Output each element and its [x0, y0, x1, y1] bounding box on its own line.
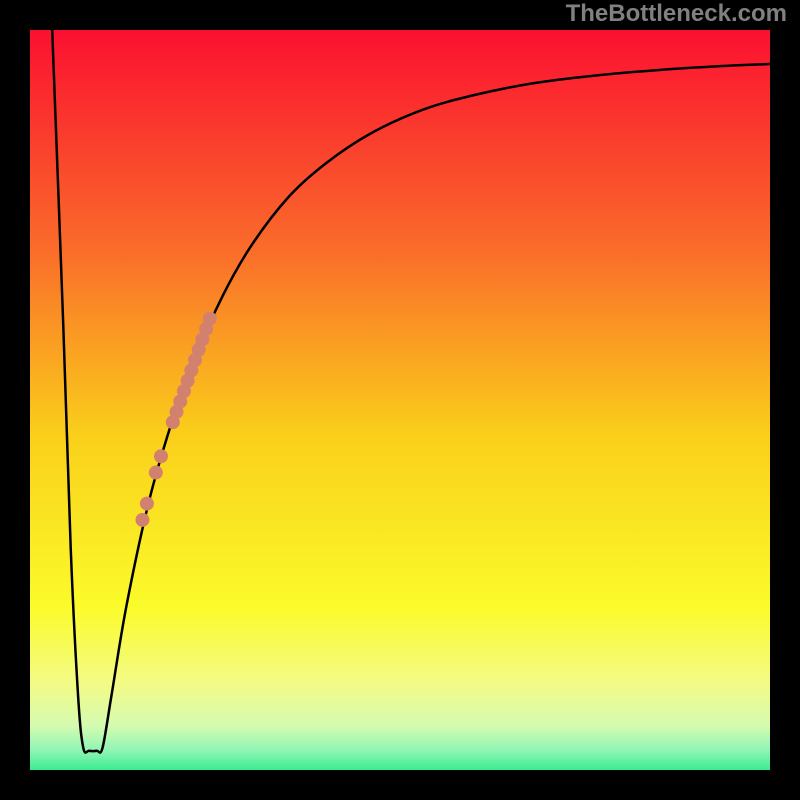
bottleneck-chart: TheBottleneck.com [0, 0, 800, 800]
watermark-text: TheBottleneck.com [566, 0, 787, 28]
data-marker [149, 466, 163, 480]
data-marker [154, 449, 168, 463]
chart-plot-area [30, 30, 770, 770]
data-marker [135, 513, 149, 527]
chart-svg [0, 0, 800, 800]
data-marker [203, 312, 217, 326]
data-marker [140, 497, 154, 511]
